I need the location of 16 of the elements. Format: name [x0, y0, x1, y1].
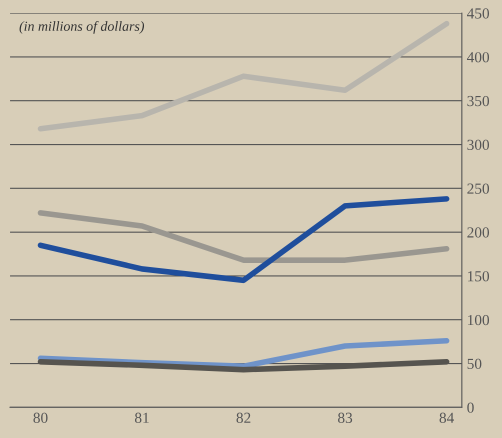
- y-tick-label: 100: [468, 314, 490, 326]
- x-tick-label: 81: [134, 412, 149, 423]
- x-tick-label: 84: [440, 412, 454, 423]
- annotation: (in millions of dollars): [20, 21, 144, 34]
- x-tick-label: 80: [33, 412, 48, 423]
- y-tick-label: 50: [468, 358, 482, 369]
- y-tick-label: 450: [467, 8, 490, 19]
- y-tick-label: 400: [467, 52, 490, 62]
- y-tick-label: 250: [467, 183, 490, 194]
- x-tick-label: 82: [236, 412, 250, 423]
- y-tick-label: 300: [467, 140, 490, 150]
- y-tick-label: 0: [467, 402, 474, 413]
- y-tick-label: 350: [467, 96, 490, 106]
- y-tick-label: 200: [467, 227, 490, 238]
- x-tick-label: 83: [338, 412, 352, 423]
- y-tick-label: 150: [468, 271, 490, 282]
